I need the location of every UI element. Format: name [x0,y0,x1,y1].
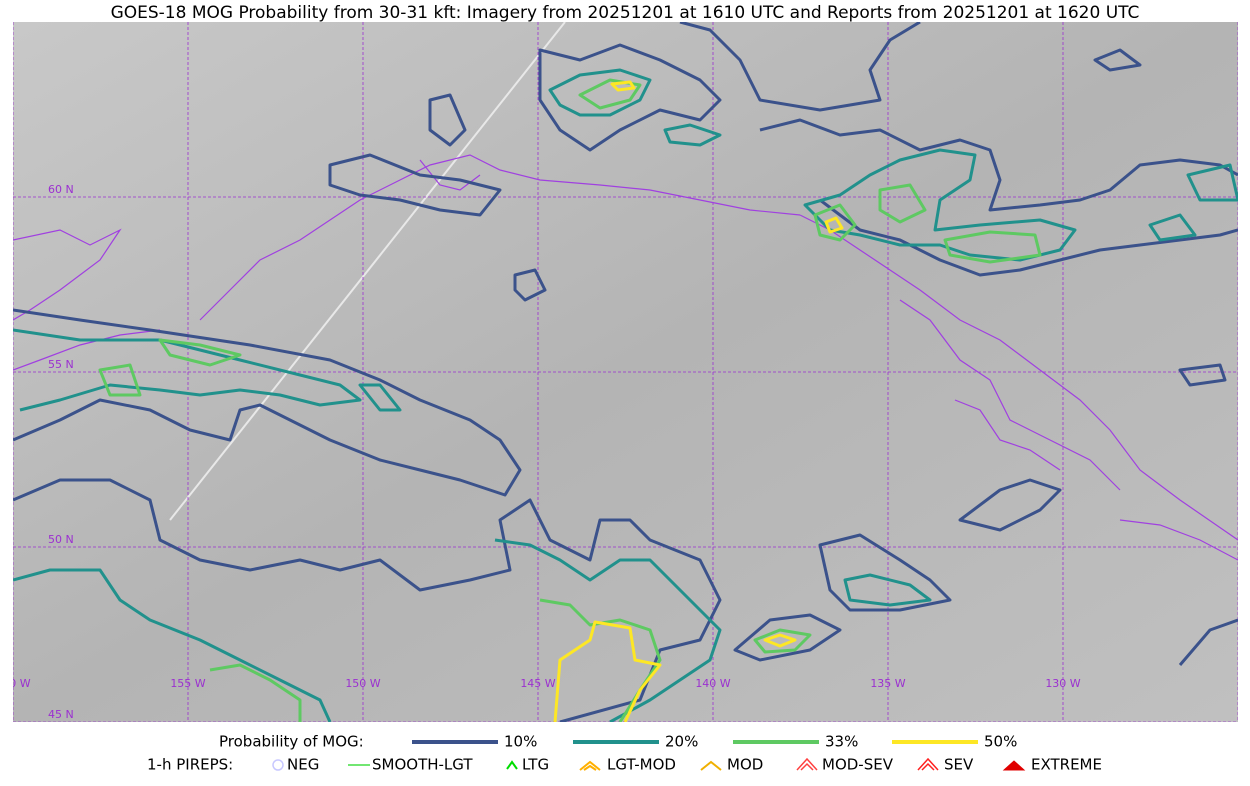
contour [763,633,797,648]
contour [158,338,242,367]
lon-label: 140 W [695,677,730,690]
contour [958,478,1062,532]
contour [209,663,302,722]
legend-label: Probability of MOG: [219,733,364,751]
legend-entry: MOD-SEV [822,756,894,774]
contour [98,363,142,397]
pirep-icon [700,760,722,771]
lat-label: 50 N [48,533,74,546]
contour [494,538,722,722]
legend-entry: LGT-MOD [607,756,676,774]
contour [13,328,362,412]
legend-entry: LTG [522,756,549,774]
pirep-icon [579,760,601,771]
title: GOES-18 MOG Probability from 30-31 kft: … [111,3,1140,23]
legend-label: 1-h PIREPS: [147,756,233,774]
contour [428,93,467,147]
contour [819,198,1238,277]
contour [1148,213,1197,242]
legend-entry: 33% [825,733,858,751]
contour [358,383,402,412]
contour [578,78,642,110]
contour [328,153,502,217]
contour [733,613,842,662]
legend-entry: MOD [727,756,763,774]
pirep-icon [506,760,518,770]
pirep-icon [1002,760,1026,771]
contour [13,308,522,497]
contour [803,148,1077,262]
contour [13,478,722,722]
contour [1178,363,1227,387]
lat-label: 45 N [48,708,74,721]
lat-label: 55 N [48,358,74,371]
contour [548,68,652,117]
lon-label: 160 W [0,677,31,690]
legend: Probability of MOG: 10% 20% 33% 50% 1-h PIREP… [147,733,1102,774]
lon-label: 135 W [870,677,905,690]
lat-label: 60 N [48,183,74,196]
lon-label: 150 W [345,677,380,690]
contour [679,22,921,112]
contour [878,183,927,224]
contour [513,268,547,302]
contour [843,573,932,607]
legend-entry: 20% [665,733,698,751]
pirep-icon [272,759,284,771]
contour [824,216,844,234]
contour [943,230,1042,264]
contour [13,568,332,722]
contour [538,43,722,152]
contour [759,118,1238,212]
contour [818,533,952,612]
lon-label: 145 W [520,677,555,690]
contour [610,80,636,92]
contour [553,620,662,722]
image-seam [169,22,566,521]
pirep-icon [917,757,939,771]
contour [1178,618,1238,666]
contour [753,628,812,654]
lon-label: 155 W [170,677,205,690]
pirep-icon [796,757,818,771]
contour [663,123,722,147]
contour [813,203,857,242]
contour [1186,163,1238,202]
legend-entry: SMOOTH-LGT [372,756,473,774]
map: 160 W 155 W 150 W 145 W 140 W 135 W 130 W 60 N 5… [0,22,1238,722]
contours [13,22,1238,722]
contour [1093,48,1142,72]
legend-entry: NEG [287,756,319,774]
lon-label: 130 W [1045,677,1080,690]
legend-entry: 50% [984,733,1017,751]
graticule-labels: 160 W 155 W 150 W 145 W 140 W 135 W 130 W 60 N 5… [0,183,1081,721]
legend-entry: EXTREME [1031,756,1102,774]
legend-entry: SEV [944,756,974,774]
coastline [13,154,1238,561]
legend-entry: 10% [504,733,537,751]
